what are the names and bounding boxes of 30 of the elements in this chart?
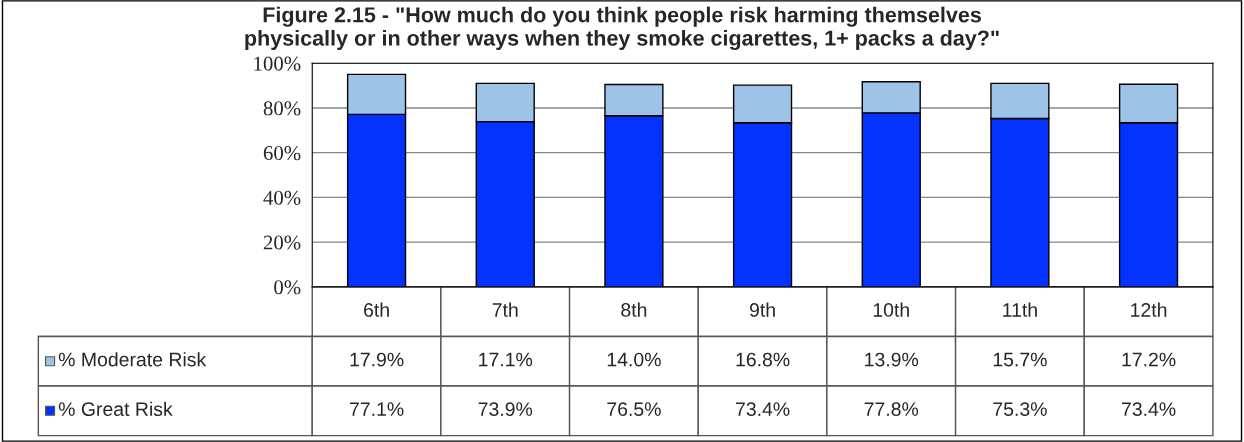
y-tick-label: 0%	[274, 280, 301, 295]
chart-title: Figure 2.15 - "How much do you think people risk harming themselves physically or in other ways when they smoke cigarettes, 1+ packs a day?"	[245, 6, 999, 51]
data-label: 15.7%	[993, 352, 1047, 367]
x-tick-label: 8th	[621, 302, 647, 317]
x-tick-label: 6th	[364, 302, 389, 317]
data-label: 16.8%	[736, 352, 790, 367]
x-tick-label: 12th	[1131, 302, 1167, 317]
data-label: 77.1%	[350, 402, 404, 416]
x-tick-label: 11th	[1003, 302, 1037, 317]
data-label: 77.8%	[864, 402, 919, 417]
y-tick-label: 100%	[254, 56, 301, 71]
legend-label: % Moderate Risk	[58, 352, 207, 367]
y-tick-label: 60%	[263, 146, 301, 161]
data-label: 73.4%	[1122, 402, 1176, 417]
x-tick-label: 10th	[873, 302, 909, 317]
legend-label: % Great Risk	[58, 401, 173, 417]
data-label: 76.5%	[607, 402, 661, 417]
y-tick-label: 20%	[263, 235, 301, 250]
data-label: 17.1%	[479, 352, 533, 367]
x-tick-label: 9th	[749, 302, 775, 317]
data-label: 14.0%	[607, 352, 661, 367]
data-label: 73.9%	[478, 402, 533, 417]
x-tick-label: 7th	[492, 302, 518, 317]
data-label: 17.9%	[350, 352, 404, 367]
data-label: 17.2%	[1122, 352, 1176, 367]
data-label: 73.4%	[736, 402, 790, 417]
data-label: 13.9%	[865, 352, 919, 367]
y-tick-label: 80%	[263, 101, 301, 116]
y-tick-label: 40%	[263, 190, 301, 205]
data-label: 75.3%	[993, 402, 1047, 417]
